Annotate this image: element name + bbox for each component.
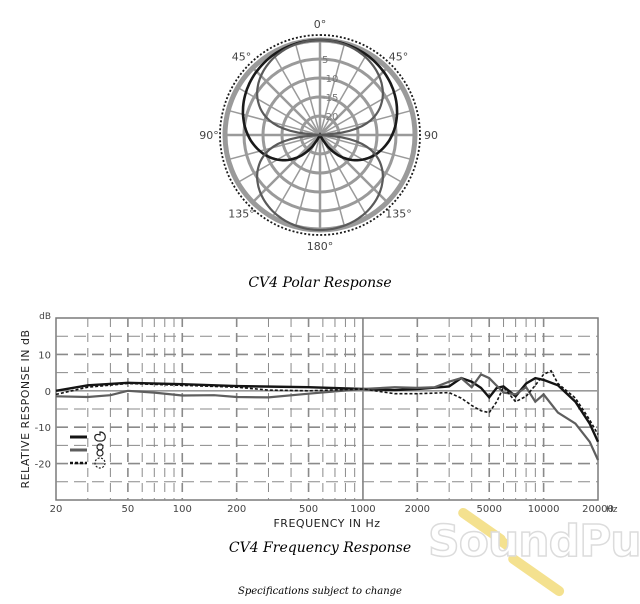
polar-response-chart: 5 -10 -15 -20 0° 45° 45° 90° 90 135° 135° 180° xyxy=(199,18,438,253)
polar-angle-label: 135° xyxy=(385,207,412,220)
polar-ring-label: 5 xyxy=(322,55,328,66)
polar-spoke xyxy=(251,134,321,204)
legend-omni-icon xyxy=(94,457,106,469)
x-tick-label: 200 xyxy=(227,504,246,515)
polar-spoke xyxy=(319,43,346,136)
polar-spoke xyxy=(319,134,346,227)
y-tick-label: -20 xyxy=(35,460,51,471)
polar-ring-label: -15 xyxy=(322,93,338,104)
polar-angle-label: 135° xyxy=(228,207,255,220)
y-tick-label: -10 xyxy=(35,423,51,434)
polar-pattern-figure-8 xyxy=(255,38,385,232)
x-tick-label: 100 xyxy=(173,504,192,515)
x-tick-label: 10000 xyxy=(528,504,560,515)
polar-spoke xyxy=(319,134,369,218)
polar-spoke xyxy=(271,134,321,218)
polar-angle-label: 45° xyxy=(232,51,252,64)
polar-spoke xyxy=(271,52,321,136)
series-line-figure-8 xyxy=(55,373,600,461)
polar-angle-label: 45° xyxy=(389,51,409,64)
polar-spoke xyxy=(237,86,321,136)
polar-spoke xyxy=(294,134,321,227)
polar-spoke xyxy=(319,134,389,204)
x-tick-label: 20 xyxy=(50,504,63,515)
x-tick-label: 5000 xyxy=(477,504,502,515)
x-tick-label: 2000 xyxy=(405,504,430,515)
polar-spoke xyxy=(319,66,389,136)
polar-spoke xyxy=(294,43,321,136)
frequency-chart-title: CV4 Frequency Response xyxy=(229,540,411,556)
x-tick-label: 1000 xyxy=(350,504,375,515)
series-line-cardioid xyxy=(55,376,600,443)
y-tick-label: 10 xyxy=(38,350,51,361)
y-unit-label: dB xyxy=(39,312,51,322)
frequency-legend xyxy=(70,431,106,469)
soundpure-wordmark: SoundPure xyxy=(428,516,640,567)
polar-pattern-omni xyxy=(219,34,421,236)
polar-spoke xyxy=(319,52,369,136)
x-tick-label: 500 xyxy=(299,504,318,515)
polar-angle-label: 90° xyxy=(199,129,219,142)
x-tick-label: 20000 xyxy=(582,504,614,515)
polar-spoke xyxy=(319,86,403,136)
polar-ring-label: -20 xyxy=(322,112,338,123)
series-line-omni xyxy=(55,369,599,435)
x-unit-label: Hz xyxy=(606,505,618,515)
legend-figure-8-icon xyxy=(96,449,104,457)
polar-angle-label: 90 xyxy=(424,129,438,142)
soundpure-logo: SoundPure xyxy=(427,507,640,597)
legend-cardioid-icon xyxy=(94,431,106,442)
polar-ring-label: -10 xyxy=(322,74,338,85)
y-tick-label: 0 xyxy=(45,387,51,398)
x-axis-label: FREQUENCY IN Hz xyxy=(273,517,380,530)
polar-angle-label: 180° xyxy=(307,240,334,253)
polar-angle-label: 0° xyxy=(314,18,327,31)
polar-chart-title: CV4 Polar Response xyxy=(248,275,391,291)
y-axis-label: RELATIVE RESPONSE IN dB xyxy=(19,329,32,488)
footer-note: Specifications subject to change xyxy=(238,586,402,597)
polar-spoke xyxy=(251,66,321,136)
x-tick-label: 50 xyxy=(122,504,135,515)
plug-icon xyxy=(458,507,565,597)
